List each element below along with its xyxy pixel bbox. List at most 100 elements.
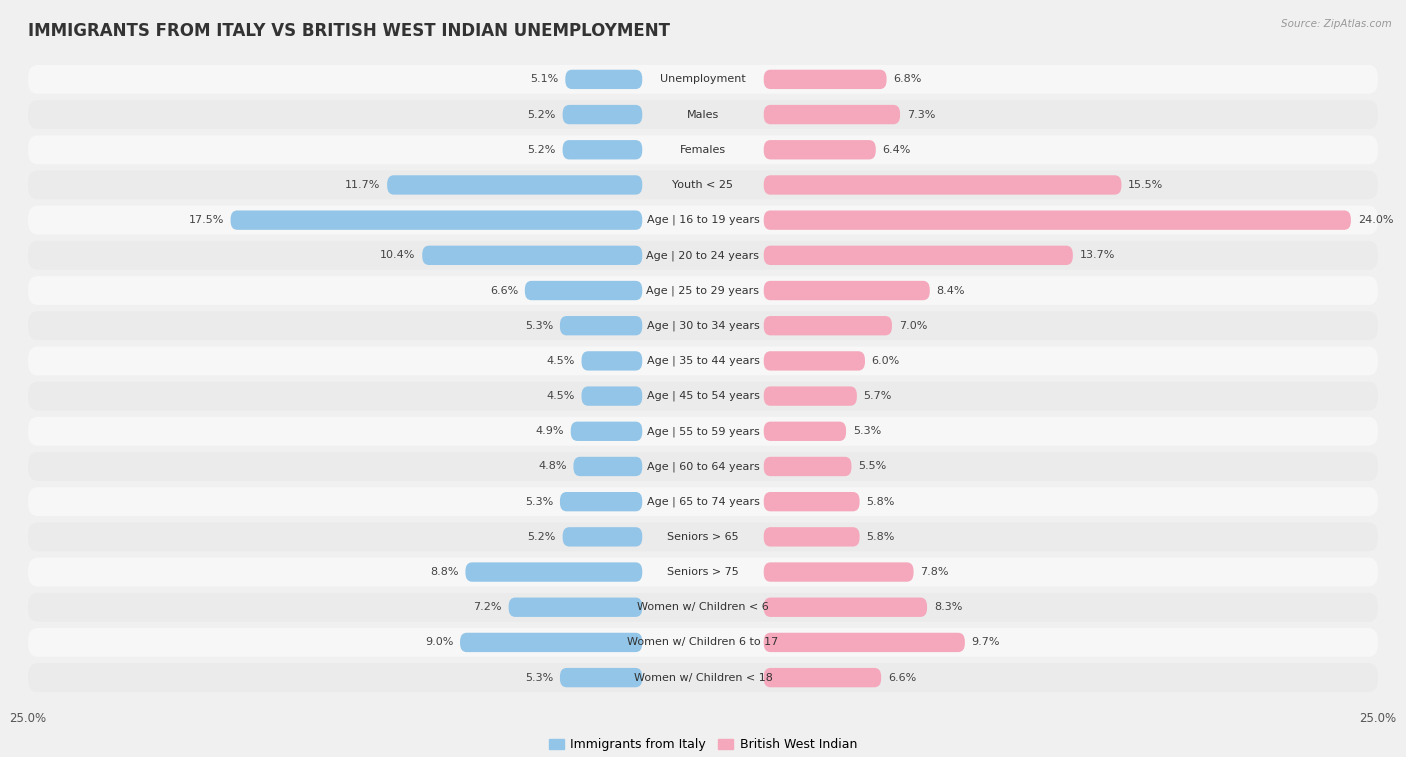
FancyBboxPatch shape <box>763 386 856 406</box>
FancyBboxPatch shape <box>28 65 1378 94</box>
Text: 17.5%: 17.5% <box>188 215 224 225</box>
Text: Age | 25 to 29 years: Age | 25 to 29 years <box>647 285 759 296</box>
Text: 6.0%: 6.0% <box>872 356 900 366</box>
FancyBboxPatch shape <box>571 422 643 441</box>
Text: 5.3%: 5.3% <box>524 497 553 506</box>
FancyBboxPatch shape <box>28 347 1378 375</box>
Text: 5.3%: 5.3% <box>853 426 882 436</box>
FancyBboxPatch shape <box>387 176 643 195</box>
FancyBboxPatch shape <box>28 488 1378 516</box>
FancyBboxPatch shape <box>28 170 1378 199</box>
FancyBboxPatch shape <box>28 663 1378 692</box>
FancyBboxPatch shape <box>582 386 643 406</box>
Text: 7.0%: 7.0% <box>898 321 927 331</box>
FancyBboxPatch shape <box>560 668 643 687</box>
FancyBboxPatch shape <box>28 100 1378 129</box>
Text: Males: Males <box>688 110 718 120</box>
FancyBboxPatch shape <box>28 417 1378 446</box>
FancyBboxPatch shape <box>763 492 859 511</box>
Text: 6.6%: 6.6% <box>489 285 517 295</box>
Text: 11.7%: 11.7% <box>344 180 381 190</box>
FancyBboxPatch shape <box>28 452 1378 481</box>
Text: Age | 55 to 59 years: Age | 55 to 59 years <box>647 426 759 437</box>
FancyBboxPatch shape <box>763 527 859 547</box>
FancyBboxPatch shape <box>422 246 643 265</box>
FancyBboxPatch shape <box>560 492 643 511</box>
FancyBboxPatch shape <box>28 276 1378 305</box>
FancyBboxPatch shape <box>763 456 852 476</box>
FancyBboxPatch shape <box>28 593 1378 621</box>
FancyBboxPatch shape <box>465 562 643 581</box>
Text: Age | 45 to 54 years: Age | 45 to 54 years <box>647 391 759 401</box>
FancyBboxPatch shape <box>763 351 865 371</box>
FancyBboxPatch shape <box>763 246 1073 265</box>
Text: 5.2%: 5.2% <box>527 532 555 542</box>
Text: 15.5%: 15.5% <box>1128 180 1163 190</box>
Text: 5.8%: 5.8% <box>866 497 894 506</box>
FancyBboxPatch shape <box>231 210 643 230</box>
Text: 5.7%: 5.7% <box>863 391 891 401</box>
FancyBboxPatch shape <box>763 140 876 160</box>
Text: 5.3%: 5.3% <box>524 321 553 331</box>
FancyBboxPatch shape <box>28 206 1378 235</box>
FancyBboxPatch shape <box>460 633 643 652</box>
Text: 5.5%: 5.5% <box>858 462 886 472</box>
Text: 9.0%: 9.0% <box>425 637 453 647</box>
Text: 24.0%: 24.0% <box>1358 215 1393 225</box>
Text: Source: ZipAtlas.com: Source: ZipAtlas.com <box>1281 19 1392 29</box>
FancyBboxPatch shape <box>763 176 1122 195</box>
FancyBboxPatch shape <box>509 597 643 617</box>
Text: IMMIGRANTS FROM ITALY VS BRITISH WEST INDIAN UNEMPLOYMENT: IMMIGRANTS FROM ITALY VS BRITISH WEST IN… <box>28 22 671 40</box>
FancyBboxPatch shape <box>562 140 643 160</box>
Text: Women w/ Children 6 to 17: Women w/ Children 6 to 17 <box>627 637 779 647</box>
Text: 6.8%: 6.8% <box>893 74 922 84</box>
Text: Age | 20 to 24 years: Age | 20 to 24 years <box>647 250 759 260</box>
FancyBboxPatch shape <box>560 316 643 335</box>
Text: Females: Females <box>681 145 725 154</box>
FancyBboxPatch shape <box>565 70 643 89</box>
FancyBboxPatch shape <box>763 562 914 581</box>
Text: 8.3%: 8.3% <box>934 603 962 612</box>
Text: Women w/ Children < 18: Women w/ Children < 18 <box>634 673 772 683</box>
FancyBboxPatch shape <box>28 136 1378 164</box>
Text: 5.2%: 5.2% <box>527 145 555 154</box>
Text: 10.4%: 10.4% <box>380 251 416 260</box>
Text: Youth < 25: Youth < 25 <box>672 180 734 190</box>
Text: 5.3%: 5.3% <box>524 673 553 683</box>
Text: Seniors > 75: Seniors > 75 <box>666 567 740 577</box>
FancyBboxPatch shape <box>763 633 965 652</box>
Text: 4.8%: 4.8% <box>538 462 567 472</box>
FancyBboxPatch shape <box>524 281 643 301</box>
FancyBboxPatch shape <box>763 281 929 301</box>
FancyBboxPatch shape <box>582 351 643 371</box>
Text: 7.8%: 7.8% <box>921 567 949 577</box>
Text: Age | 16 to 19 years: Age | 16 to 19 years <box>647 215 759 226</box>
FancyBboxPatch shape <box>763 597 927 617</box>
Text: Age | 60 to 64 years: Age | 60 to 64 years <box>647 461 759 472</box>
Text: Unemployment: Unemployment <box>661 74 745 84</box>
Text: Seniors > 65: Seniors > 65 <box>668 532 738 542</box>
FancyBboxPatch shape <box>562 527 643 547</box>
Text: Age | 35 to 44 years: Age | 35 to 44 years <box>647 356 759 366</box>
Text: Age | 65 to 74 years: Age | 65 to 74 years <box>647 497 759 507</box>
FancyBboxPatch shape <box>574 456 643 476</box>
Text: 6.4%: 6.4% <box>883 145 911 154</box>
FancyBboxPatch shape <box>28 241 1378 269</box>
Text: 5.2%: 5.2% <box>527 110 555 120</box>
FancyBboxPatch shape <box>763 668 882 687</box>
Text: 7.2%: 7.2% <box>474 603 502 612</box>
Text: 7.3%: 7.3% <box>907 110 935 120</box>
Text: Age | 30 to 34 years: Age | 30 to 34 years <box>647 320 759 331</box>
Legend: Immigrants from Italy, British West Indian: Immigrants from Italy, British West Indi… <box>544 734 862 756</box>
FancyBboxPatch shape <box>28 628 1378 657</box>
FancyBboxPatch shape <box>763 316 891 335</box>
Text: 6.6%: 6.6% <box>889 673 917 683</box>
FancyBboxPatch shape <box>562 105 643 124</box>
Text: 4.9%: 4.9% <box>536 426 564 436</box>
Text: 4.5%: 4.5% <box>547 391 575 401</box>
FancyBboxPatch shape <box>763 70 887 89</box>
FancyBboxPatch shape <box>763 210 1351 230</box>
FancyBboxPatch shape <box>28 522 1378 551</box>
Text: 9.7%: 9.7% <box>972 637 1000 647</box>
Text: Women w/ Children < 6: Women w/ Children < 6 <box>637 603 769 612</box>
